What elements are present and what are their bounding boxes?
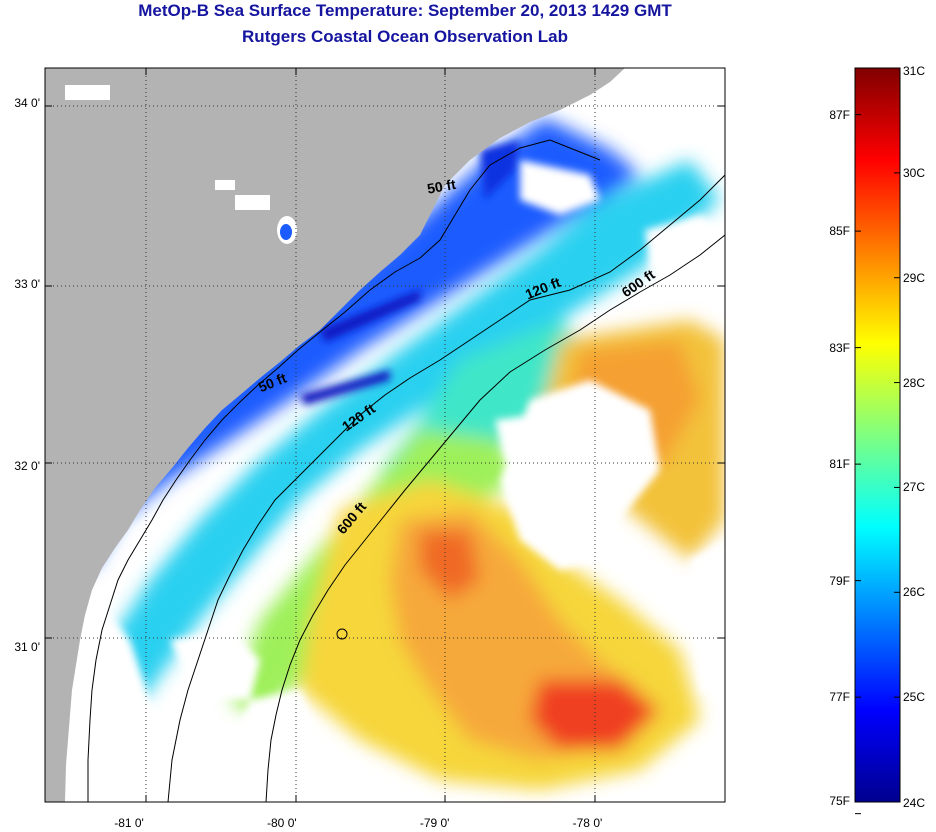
colorbar-fahrenheit-label: 77F	[829, 690, 850, 705]
map-subtitle: Rutgers Coastal Ocean Observation Lab	[242, 27, 568, 46]
lon-tick-label: -80 0'	[267, 816, 297, 830]
lat-tick-label: 34 0'	[14, 96, 40, 111]
colorbar-fahrenheit-label: 81F	[829, 457, 850, 472]
map-frame	[44, 67, 726, 803]
isobath-label: 50 ft	[426, 176, 457, 197]
colorbar-celsius-label: 26C	[903, 585, 926, 600]
map-title: MetOp-B Sea Surface Temperature: Septemb…	[138, 1, 672, 20]
lat-tick-label: 33 0'	[14, 277, 40, 292]
colorbar-celsius-label: 25C	[903, 690, 926, 705]
colorbar-fahrenheit-label: 87F	[829, 107, 850, 122]
isobath-50ft	[87, 139, 601, 802]
colorbar-celsius-label: 31C	[903, 64, 926, 78]
cold-streaks	[300, 140, 520, 405]
cloud-mask	[45, 68, 725, 802]
inland-spots	[65, 85, 297, 244]
colorbar-fahrenheit-label: 75F	[829, 794, 850, 808]
lat-tick-label: 32 0'	[14, 458, 40, 473]
colorbar-fahrenheit-label: 79F	[829, 573, 850, 588]
colorbar-celsius-label: 28C	[903, 375, 926, 390]
map-grid	[45, 68, 725, 802]
lat-tick-label: 31 0'	[14, 639, 40, 654]
frame-ticks	[45, 68, 725, 802]
lon-tick-label: -81 0'	[114, 816, 144, 830]
colorbar-celsius-label: 29C	[903, 270, 926, 285]
colorbar-ticks	[855, 67, 900, 815]
isobaths	[87, 139, 725, 802]
colorbar-celsius-label: 27C	[903, 480, 926, 495]
colorbar-celsius-label: 24C	[903, 796, 926, 810]
colorbar-fahrenheit-label: 83F	[829, 340, 850, 355]
isobath-600ft	[265, 234, 725, 802]
isobath-120ft	[167, 174, 725, 802]
lon-tick-label: -78 0'	[572, 816, 603, 830]
colorbar-fahrenheit-label: 85F	[829, 224, 850, 239]
colorbar	[854, 67, 901, 803]
lon-tick-label: -79 0'	[419, 816, 450, 830]
land-mass	[45, 68, 625, 802]
colorbar-celsius-label: 30C	[903, 165, 926, 180]
